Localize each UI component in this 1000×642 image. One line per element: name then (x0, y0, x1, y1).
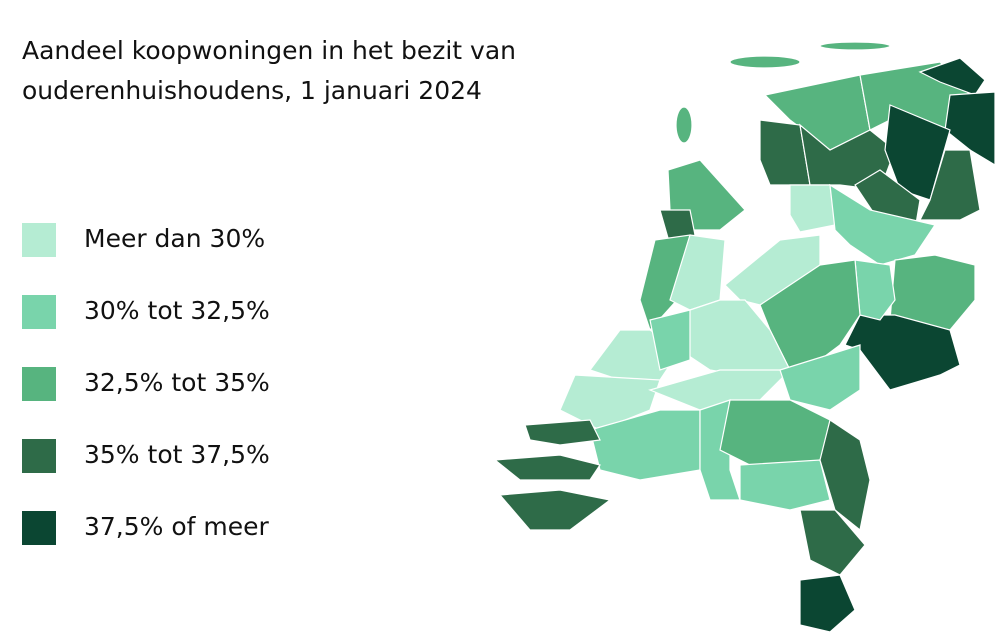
region (649, 309, 691, 371)
title-line: ouderenhuishoudens, 1 januari 2024 (22, 76, 482, 105)
region (739, 459, 831, 511)
region (498, 489, 612, 531)
region (639, 234, 696, 332)
legend-swatch (22, 367, 56, 401)
region (819, 419, 871, 532)
region (884, 104, 951, 201)
region (789, 184, 836, 233)
legend-label: 30% tot 32,5% (84, 296, 270, 325)
legend-swatch (22, 295, 56, 329)
legend-label: 32,5% tot 35% (84, 368, 270, 397)
region (919, 149, 981, 221)
region (493, 454, 601, 481)
region (819, 41, 891, 51)
region (729, 55, 801, 69)
region (799, 574, 856, 633)
title-line: Aandeel koopwoningen in het bezit van (22, 36, 516, 65)
region (854, 259, 896, 321)
region (844, 314, 961, 391)
map (493, 41, 996, 633)
region (944, 91, 996, 167)
region (524, 419, 601, 446)
legend-swatch (22, 223, 56, 257)
legend: Meer dan 30% 30% tot 32,5% 32,5% tot 35% 35… (22, 223, 270, 545)
legend-label: 37,5% of meer (84, 512, 270, 541)
region (675, 106, 693, 144)
legend-label: 35% tot 37,5% (84, 440, 270, 469)
legend-label: Meer dan 30% (84, 224, 265, 253)
region (918, 57, 986, 96)
region (779, 344, 861, 411)
legend-swatch (22, 439, 56, 473)
legend-swatch (22, 511, 56, 545)
region (799, 509, 866, 576)
